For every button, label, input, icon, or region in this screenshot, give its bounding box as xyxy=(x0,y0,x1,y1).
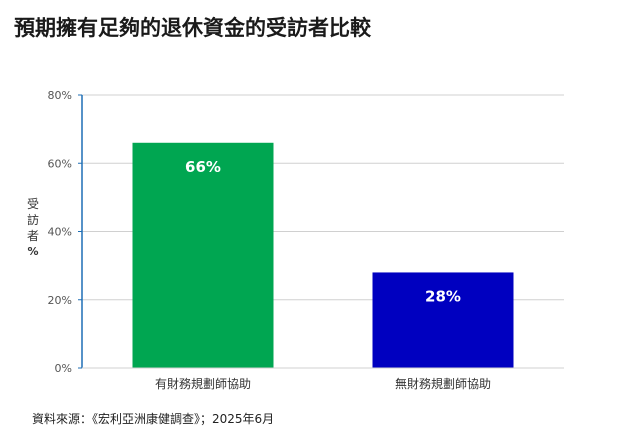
bar-data-label: 28% xyxy=(425,287,461,305)
x-category-label: 無財務規劃師協助 xyxy=(395,376,491,391)
y-axis-label-char: 受 xyxy=(26,197,39,211)
bar xyxy=(132,142,274,368)
y-axis-label: 受 訪 者 % xyxy=(20,196,46,260)
y-axis-label-char: 者 xyxy=(26,229,39,243)
axes xyxy=(78,94,564,369)
bar-data-label: 66% xyxy=(185,158,221,176)
y-tick-label: 60% xyxy=(48,157,72,170)
y-tick-label: 80% xyxy=(48,89,72,102)
chart-title: 預期擁有足夠的退休資金的受訪者比較 xyxy=(14,16,371,40)
y-axis-label-char: 訪 xyxy=(26,213,39,227)
y-axis-unit: % xyxy=(27,245,39,258)
y-tick-label: 40% xyxy=(48,226,72,239)
y-tick-label: 0% xyxy=(55,362,72,375)
bars xyxy=(132,142,514,368)
bar-chart: 0% 20% 40% 60% 80% 66% 有財務規劃師協助 28% 無財務規劃師協助 xyxy=(48,89,564,391)
y-tick-label: 20% xyxy=(48,294,72,307)
labels: 0% 20% 40% 60% 80% 66% 有財務規劃師協助 28% 無財務規劃師協助 xyxy=(48,89,491,391)
x-category-label: 有財務規劃師協助 xyxy=(155,376,251,391)
bar xyxy=(372,272,514,368)
source-note: 資料來源：《宏利亞洲康健調查》；2025年6月 xyxy=(32,412,275,426)
